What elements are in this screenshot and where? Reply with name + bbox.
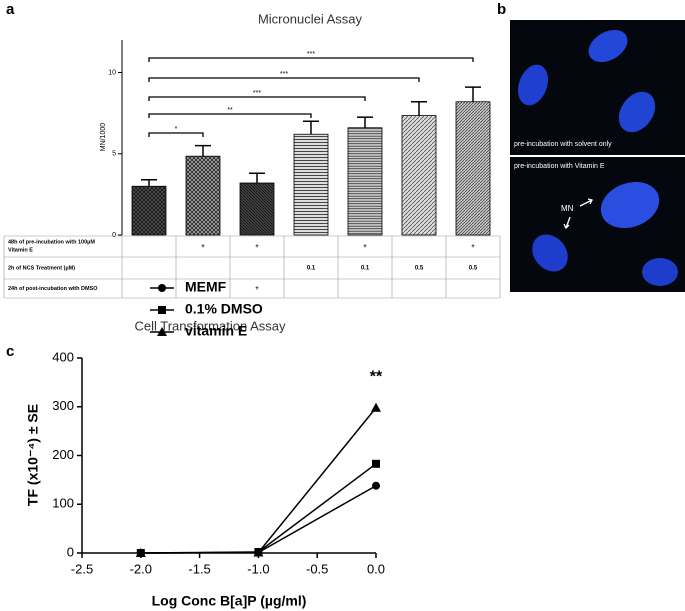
table-cell: + — [201, 244, 205, 250]
y-tick-label: 200 — [52, 447, 74, 462]
x-axis-label: Log Conc B[a]P (µg/ml) — [152, 593, 307, 609]
marker — [372, 459, 380, 468]
x-tick-label: 0.0 — [367, 561, 385, 576]
significance-bracket — [148, 57, 474, 62]
series-line — [140, 407, 377, 554]
significance-label: * — [175, 126, 178, 133]
significance-label: ** — [227, 107, 233, 114]
significance-bracket — [148, 113, 312, 118]
panel-letter: c — [6, 343, 14, 360]
panel-letter: a — [6, 1, 15, 18]
row-label: 24h of post-incubation with DMSO — [8, 286, 98, 292]
table-cell: 0.5 — [469, 266, 478, 272]
nucleus — [618, 91, 656, 133]
bar — [131, 185, 167, 236]
legend-label: MEMF — [185, 279, 227, 295]
image-caption: pre-incubation with solvent only — [514, 141, 612, 148]
bar — [347, 127, 383, 236]
significance-label: *** — [307, 51, 315, 58]
table-cell: 0.5 — [415, 266, 424, 272]
x-tick-label: -1.5 — [188, 561, 210, 576]
x-tick-label: -2.0 — [130, 561, 152, 576]
table-cell: + — [471, 244, 475, 250]
bar — [185, 155, 221, 236]
significance-bracket — [148, 132, 204, 137]
table-cell: + — [363, 244, 367, 250]
y-tick-label: 400 — [52, 349, 74, 364]
bar — [293, 133, 329, 236]
nucleus — [532, 234, 568, 272]
nucleus — [518, 64, 548, 106]
series-line — [140, 463, 377, 554]
x-tick-label: -1.0 — [247, 561, 269, 576]
legend-marker — [158, 284, 166, 292]
x-tick-label: -2.5 — [71, 561, 93, 576]
significance-bracket — [148, 77, 420, 82]
annotation: ** — [370, 369, 383, 386]
significance-label: *** — [253, 90, 261, 97]
x-tick-label: -0.5 — [306, 561, 328, 576]
panel-letter: b — [497, 1, 506, 18]
marker — [135, 548, 146, 557]
mn-arrows — [563, 198, 593, 230]
legend-marker — [157, 327, 167, 336]
marker — [371, 402, 381, 412]
legend-marker — [158, 306, 166, 314]
marker — [253, 547, 264, 557]
y-tick-label: 10 — [108, 69, 116, 76]
legend-label: vitamin E — [185, 323, 247, 339]
marker — [372, 481, 380, 490]
mn-label: MN — [561, 204, 574, 213]
y-tick-label: 0 — [112, 232, 116, 239]
image-caption: pre-incubation with Vitamin E — [514, 163, 605, 170]
y-tick-label: 0 — [67, 544, 74, 559]
legend-label: 0.1% DMSO — [185, 301, 263, 317]
bar — [239, 182, 275, 236]
bar — [401, 115, 437, 236]
microscopy-images: pre-incubation with solvent only pre-inc… — [510, 20, 685, 292]
y-axis-label: MN/1000 — [100, 123, 107, 152]
nucleus — [588, 29, 628, 63]
y-tick-label: 5 — [112, 151, 116, 158]
row-label: 2h of NCS Treatment (µM) — [8, 265, 75, 271]
bar — [455, 101, 491, 236]
significance-label: *** — [280, 71, 288, 78]
y-tick-label: 300 — [52, 398, 74, 413]
table-cell: + — [255, 286, 259, 292]
y-axis-label: TF (x10⁻⁴) ± SE — [25, 404, 41, 506]
nucleus — [600, 181, 660, 229]
nucleus — [642, 258, 678, 286]
table-cell: 0.1 — [361, 266, 370, 272]
y-tick-label: 100 — [52, 496, 74, 511]
table-cell: + — [255, 244, 259, 250]
chart-title: Cell Transformation Assay — [134, 318, 286, 333]
chart-title: Micronuclei Assay — [258, 11, 363, 26]
significance-bracket — [148, 96, 366, 101]
row-label: 48h of pre-incubation with 100µM Vitamin … — [8, 240, 95, 254]
table-cell: 0.1 — [307, 266, 316, 272]
series-line — [140, 485, 377, 554]
